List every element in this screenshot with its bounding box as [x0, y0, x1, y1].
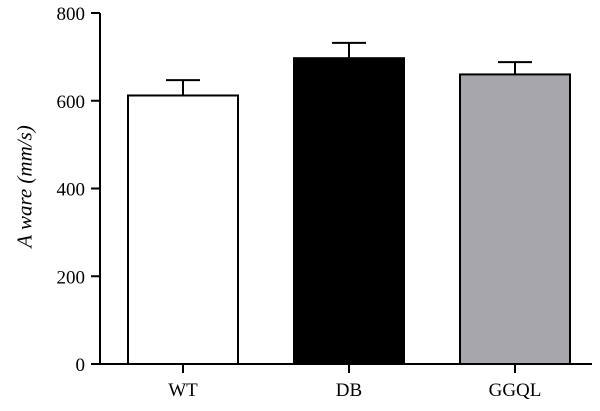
- bar-ggql: [459, 73, 571, 366]
- y-axis: 0 200 400 600 800: [57, 4, 101, 376]
- x-axis: WT DB GGQL: [100, 363, 592, 401]
- x-tick-label: WT: [168, 380, 198, 401]
- bar-db: [293, 57, 405, 365]
- y-tick-label: 800: [57, 4, 86, 25]
- y-tick-label: 200: [57, 267, 86, 288]
- x-tick-label: GGQL: [489, 380, 542, 401]
- y-tick-label: 600: [57, 92, 86, 113]
- y-tick-label: 0: [76, 355, 86, 376]
- bars: [127, 41, 571, 366]
- y-tick-label: 400: [57, 180, 86, 201]
- x-tick-label: DB: [336, 380, 362, 401]
- y-axis-title: A ware (mm/s): [12, 125, 36, 250]
- bar-wt: [127, 94, 239, 366]
